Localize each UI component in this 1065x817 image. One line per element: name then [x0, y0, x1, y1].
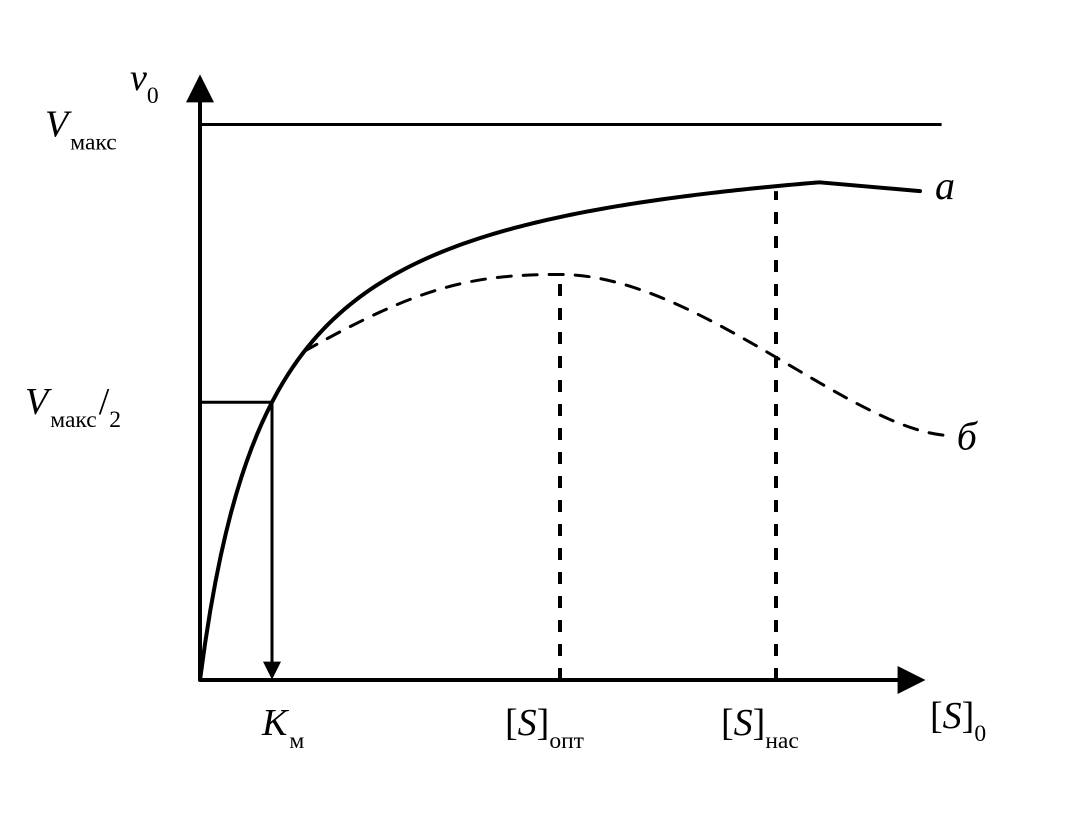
- chart-background: [0, 0, 1065, 817]
- curve-b-label: б: [957, 414, 979, 459]
- curve-a-label: а: [935, 163, 955, 208]
- chart-stage: v0[S]0VмаксVмакс/2Kм[S]опт[S]насаб: [0, 0, 1065, 817]
- kinetics-chart: v0[S]0VмаксVмакс/2Kм[S]опт[S]насаб: [0, 0, 1065, 817]
